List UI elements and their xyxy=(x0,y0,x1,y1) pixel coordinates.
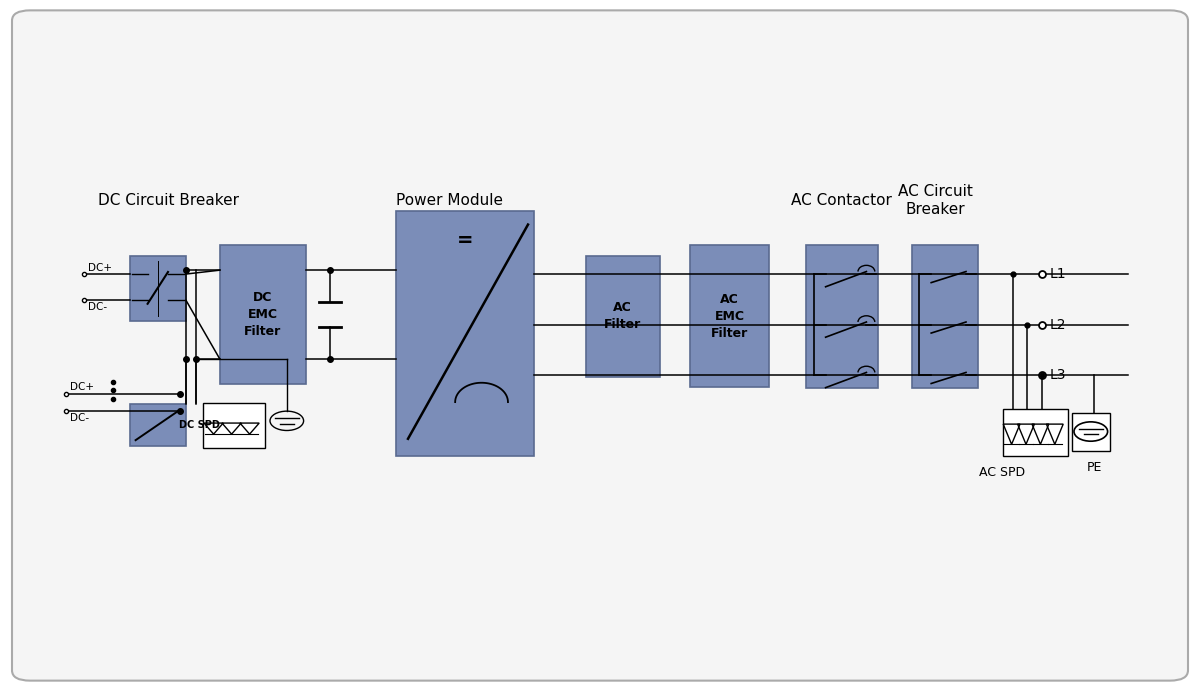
Text: PE: PE xyxy=(1087,461,1102,474)
Text: DC+: DC+ xyxy=(88,263,112,273)
Bar xyxy=(220,245,306,384)
Text: DC
EMC
Filter: DC EMC Filter xyxy=(244,291,282,338)
Text: =: = xyxy=(457,231,473,249)
Bar xyxy=(396,211,534,456)
Bar xyxy=(912,245,978,388)
Text: DC-: DC- xyxy=(88,302,107,312)
Text: AC Circuit
Breaker: AC Circuit Breaker xyxy=(898,184,972,216)
Bar xyxy=(203,403,265,448)
Bar xyxy=(130,404,186,446)
Bar xyxy=(1072,413,1110,451)
Bar xyxy=(130,256,186,321)
Text: DC SPD: DC SPD xyxy=(180,420,221,430)
Text: DC+: DC+ xyxy=(70,383,94,392)
Text: AC
Filter: AC Filter xyxy=(604,301,642,331)
Text: AC Contactor: AC Contactor xyxy=(791,193,892,208)
Text: AC
EMC
Filter: AC EMC Filter xyxy=(710,292,749,340)
Bar xyxy=(806,245,878,388)
Text: L1: L1 xyxy=(1050,267,1067,281)
FancyBboxPatch shape xyxy=(12,10,1188,681)
Bar xyxy=(1003,409,1068,456)
Text: L3: L3 xyxy=(1050,368,1067,382)
Text: DC Circuit Breaker: DC Circuit Breaker xyxy=(98,193,240,208)
Text: DC-: DC- xyxy=(70,413,89,422)
Bar xyxy=(586,256,660,377)
Text: L2: L2 xyxy=(1050,318,1067,332)
Text: Power Module: Power Module xyxy=(396,193,503,208)
Text: AC SPD: AC SPD xyxy=(979,466,1025,480)
Bar xyxy=(690,245,769,387)
